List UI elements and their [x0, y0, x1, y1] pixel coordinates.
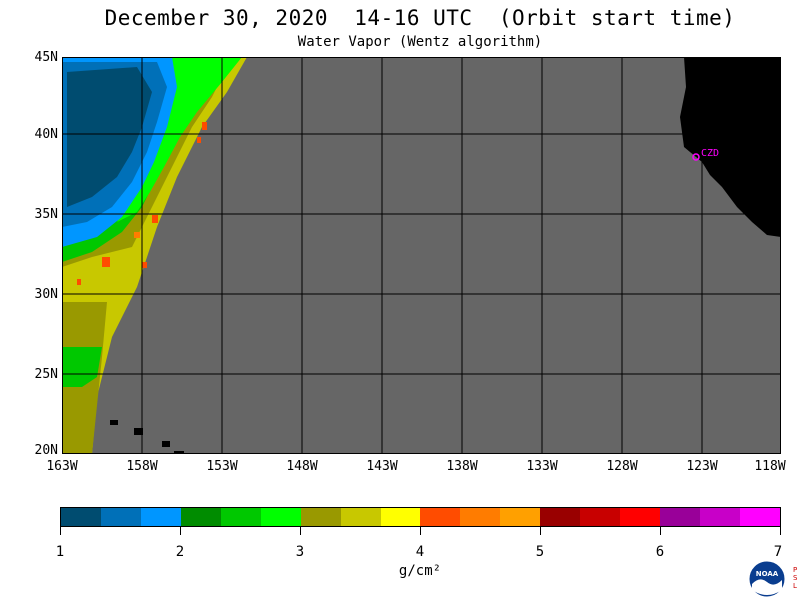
colorbar-swatch [300, 508, 341, 526]
colorbar-swatch [220, 508, 261, 526]
colorbar-swatch [140, 508, 181, 526]
lon-label: 128W [606, 459, 638, 474]
logo-text: NOAA [756, 570, 779, 578]
station-label: CZD [701, 148, 719, 159]
colorbar-swatch [580, 508, 621, 526]
colorbar-swatch [260, 508, 301, 526]
colorbar [60, 507, 781, 527]
lon-label: 153W [206, 459, 238, 474]
lat-label: 30N [34, 287, 58, 302]
grid-lines [62, 57, 781, 454]
lat-label: 35N [34, 207, 58, 222]
swath-lower-green [62, 347, 102, 387]
colorbar-swatch [500, 508, 541, 526]
lon-label: 163W [46, 459, 78, 474]
colorbar-tick-label: 6 [655, 544, 665, 560]
water-vapor-map: CZD [62, 57, 781, 454]
lon-label: 133W [526, 459, 558, 474]
colorbar-tick-label: 3 [295, 544, 305, 560]
colorbar-swatch [180, 508, 221, 526]
colorbar-swatch [380, 508, 421, 526]
map-title: December 30, 2020 14-16 UTC (Orbit start… [104, 6, 736, 30]
colorbar-units: g/cm² [398, 563, 442, 579]
colorbar-swatch [340, 508, 381, 526]
colorbar-tick-label: 4 [415, 544, 425, 560]
colorbar-swatch [100, 508, 141, 526]
swath-darkblue [67, 67, 152, 207]
colorbar-swatch [420, 508, 461, 526]
colorbar-tick-label: 7 [773, 544, 783, 560]
colorbar-swatch [540, 508, 581, 526]
lat-label: 40N [34, 127, 58, 142]
lat-label: 25N [34, 367, 58, 382]
station-marker [692, 153, 700, 161]
colorbar-swatch [660, 508, 700, 526]
colorbar-tick-label: 5 [535, 544, 545, 560]
colorbar-swatch [61, 508, 101, 526]
lat-label: 20N [34, 443, 58, 458]
lon-label: 123W [686, 459, 718, 474]
colorbar-swatch [700, 508, 740, 526]
lon-label: 148W [286, 459, 318, 474]
colorbar-swatch [460, 508, 501, 526]
lon-label: 143W [366, 459, 398, 474]
noaa-logo: NOAA [748, 560, 786, 598]
land-california [680, 57, 781, 237]
colorbar-swatch [739, 508, 780, 526]
lon-label: 158W [126, 459, 158, 474]
lon-label: 138W [446, 459, 478, 474]
map-subtitle: Water Vapor (Wentz algorithm) [297, 34, 543, 50]
colorbar-tick-label: 1 [55, 544, 65, 560]
lon-label: 118W [754, 459, 786, 474]
lat-label: 45N [34, 50, 58, 65]
colorbar-swatch [620, 508, 661, 526]
colorbar-tick-label: 2 [175, 544, 185, 560]
swath-lightgreen [117, 57, 242, 222]
